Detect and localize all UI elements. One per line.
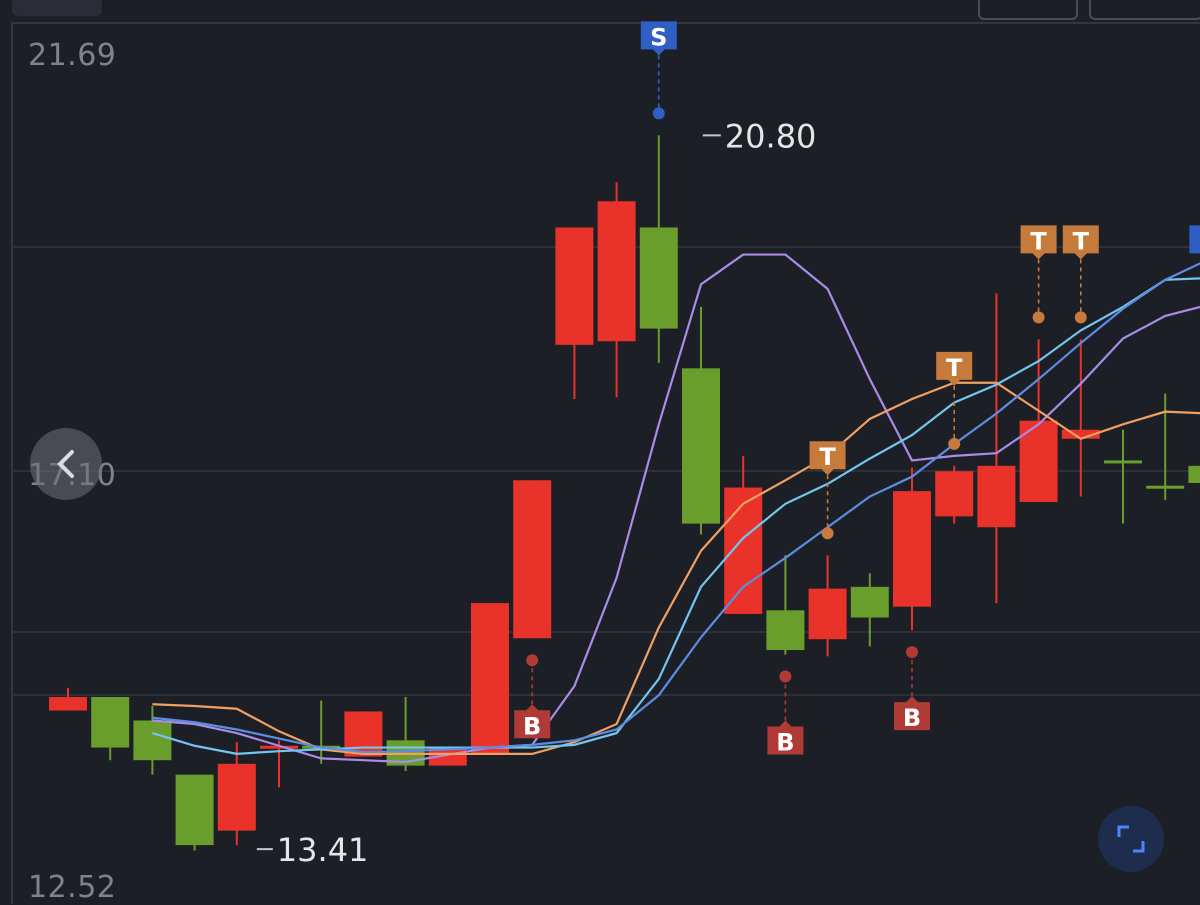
signal-letter: T: [819, 443, 836, 471]
moving-average-line: [152, 253, 1200, 764]
chart-frame: [11, 22, 1200, 904]
moving-average-line: [152, 262, 1200, 754]
signal-letter: T: [946, 354, 963, 382]
signal-letter: B: [903, 704, 921, 732]
signal-box: [514, 704, 551, 739]
signal-letter: T: [1073, 227, 1090, 255]
fullscreen-button[interactable]: [1098, 806, 1164, 872]
signal-dot: [779, 670, 792, 683]
price-axis-min-label: 12.52: [28, 870, 117, 905]
candle-body: [1104, 460, 1142, 464]
candle-body: [1146, 485, 1185, 489]
price-axis-max-label: 21.69: [28, 38, 117, 73]
candle-body: [682, 368, 720, 524]
candle-body: [1188, 465, 1200, 483]
chevron-left-icon: [57, 450, 74, 478]
low-price-label: 13.41: [277, 831, 369, 869]
signal-dot: [948, 437, 961, 450]
signal-letter: B: [523, 712, 541, 740]
signal-letter: S: [650, 23, 667, 51]
candle-body: [808, 588, 847, 640]
signal-dot: [821, 527, 834, 540]
signal-dot: [526, 654, 539, 667]
candle-body: [133, 720, 172, 761]
signal-box: [640, 21, 677, 56]
candle-body: [1061, 429, 1100, 439]
candle-body: [91, 696, 130, 748]
candle-body: [428, 746, 467, 766]
candle-body: [935, 471, 974, 517]
signal-dot: [1074, 311, 1087, 324]
candle-body: [724, 487, 763, 614]
candle-body: [555, 227, 594, 345]
candle-body: [513, 480, 552, 639]
signal-box: [767, 720, 804, 755]
candle-body: [217, 763, 256, 831]
signal-dot: [906, 646, 918, 659]
candle-body: [175, 774, 214, 846]
signal-letter: T: [1030, 227, 1047, 255]
signal-box: [1020, 225, 1057, 260]
fullscreen-icon: [1117, 825, 1145, 853]
signal-box: [936, 351, 973, 386]
signal-box: [809, 441, 846, 476]
signal-dot: [1032, 311, 1045, 324]
signal-dot: [652, 107, 665, 120]
moving-average-line: [152, 277, 1200, 755]
signal-box: [1189, 225, 1200, 254]
candle-body: [977, 465, 1016, 528]
collapse-button[interactable]: [30, 428, 102, 500]
signal-letter: B: [776, 729, 794, 757]
top-left-tab[interactable]: [12, 0, 102, 16]
candle-body: [471, 603, 509, 753]
candle-body: [850, 586, 889, 618]
candle-body: [766, 610, 805, 651]
indicator-toggle-button[interactable]: [978, 0, 1078, 20]
settings-toggle-button[interactable]: [1089, 0, 1200, 20]
candle-body: [597, 201, 636, 342]
signal-box: [1062, 225, 1099, 260]
candle-body: [49, 696, 87, 711]
candle-body: [893, 491, 931, 607]
candle-body: [639, 227, 678, 329]
candle-body: [260, 745, 298, 749]
signal-box: [894, 696, 930, 731]
signal-letter: S: [1199, 227, 1200, 255]
high-price-label: 20.80: [725, 117, 817, 155]
